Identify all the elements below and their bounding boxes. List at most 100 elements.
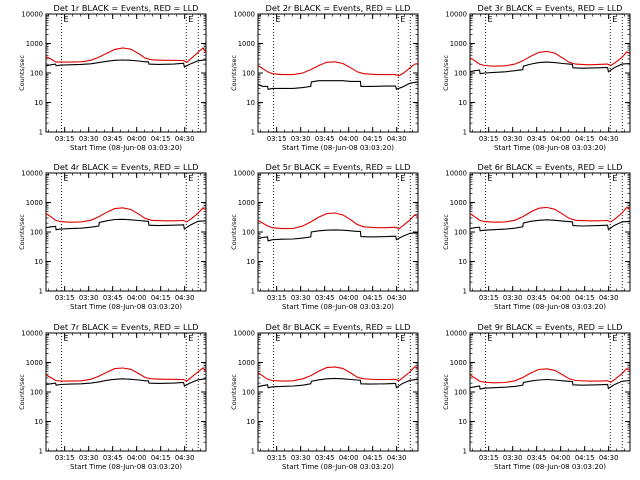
time-marker-label: E	[275, 174, 280, 183]
y-tick-label: 1000	[26, 359, 43, 367]
chart-title: Det 5r BLACK = Events, RED = LLD	[266, 162, 411, 172]
y-tick-label: 10	[246, 418, 255, 426]
x-tick-label: 04:00	[339, 454, 359, 462]
x-tick-label: 04:15	[151, 294, 171, 302]
chart-panel-9: Det 9r BLACK = Events, RED = LLD 1 10 100 10…	[442, 322, 631, 471]
x-axis-label: Start Time (08-Jun-08 03:03:20)	[282, 144, 394, 152]
time-marker-label: E	[612, 174, 617, 183]
x-tick-label: 03:45	[103, 135, 123, 143]
x-tick-label: 03:30	[291, 294, 311, 302]
x-tick-label: 04:30	[599, 294, 619, 302]
y-axis-label: Counts/sec	[18, 214, 26, 250]
plot-frame	[469, 13, 631, 133]
events-series-line	[469, 61, 631, 75]
x-axis-label: Start Time (08-Jun-08 03:03:20)	[282, 463, 394, 471]
y-tick-label: 1	[251, 288, 255, 296]
x-tick-label: 04:15	[575, 135, 595, 143]
y-tick-label: 1	[463, 129, 467, 137]
x-tick-label: 03:45	[527, 294, 547, 302]
chart-panel-3: Det 3r BLACK = Events, RED = LLD 1 10 100 10…	[442, 3, 631, 152]
chart-title: Det 1r BLACK = Events, RED = LLD	[54, 3, 199, 13]
x-tick-label: 04:15	[575, 454, 595, 462]
y-tick-label: 1000	[238, 40, 255, 48]
lld-series-line	[257, 212, 419, 230]
y-axis-label: Counts/sec	[442, 55, 450, 91]
chart-title: Det 4r BLACK = Events, RED = LLD	[54, 162, 199, 172]
time-marker-label: E	[487, 334, 492, 343]
y-tick-label: 10000	[21, 11, 43, 19]
chart-title: Det 6r BLACK = Events, RED = LLD	[478, 162, 623, 172]
time-marker-label: E	[612, 334, 617, 343]
y-axis-label: Counts/sec	[442, 214, 450, 250]
events-series-line	[257, 229, 419, 242]
y-tick-label: 1000	[26, 40, 43, 48]
y-tick-label: 1000	[238, 359, 255, 367]
x-tick-label: 04:00	[551, 135, 571, 143]
x-tick-label: 03:30	[291, 135, 311, 143]
chart-title: Det 7r BLACK = Events, RED = LLD	[54, 322, 199, 332]
time-marker-label: E	[63, 174, 68, 183]
plot-frame	[469, 172, 631, 292]
y-tick-label: 1000	[26, 199, 43, 207]
y-tick-label: 1000	[450, 359, 467, 367]
y-tick-label: 10000	[445, 11, 467, 19]
y-tick-label: 1	[39, 448, 43, 456]
y-tick-label: 100	[454, 70, 467, 78]
time-marker-label: E	[400, 174, 405, 183]
chart-panel-8: Det 8r BLACK = Events, RED = LLD 1 10 100 10…	[230, 322, 419, 471]
y-tick-label: 10000	[21, 170, 43, 178]
time-marker-label: E	[188, 174, 193, 183]
y-tick-label: 10	[34, 258, 43, 266]
chart-panel-7: Det 7r BLACK = Events, RED = LLD 1 10 100 10…	[18, 322, 207, 471]
chart-title: Det 9r BLACK = Events, RED = LLD	[478, 322, 623, 332]
y-axis-label: Counts/sec	[442, 374, 450, 410]
x-tick-label: 04:30	[175, 135, 195, 143]
x-tick-label: 03:30	[503, 135, 523, 143]
y-tick-label: 1000	[450, 199, 467, 207]
x-axis-label: Start Time (08-Jun-08 03:03:20)	[70, 303, 182, 311]
x-tick-label: 03:30	[291, 454, 311, 462]
plot-frame	[257, 13, 419, 133]
x-tick-label: 03:45	[103, 454, 123, 462]
x-tick-label: 03:30	[503, 454, 523, 462]
chart-title: Det 3r BLACK = Events, RED = LLD	[478, 3, 623, 13]
y-tick-label: 10000	[233, 170, 255, 178]
x-tick-label: 03:15	[55, 135, 75, 143]
time-marker-label: E	[612, 15, 617, 24]
events-series-line	[257, 80, 419, 91]
time-marker-label: E	[63, 15, 68, 24]
y-tick-label: 10	[458, 418, 467, 426]
chart-panel-4: Det 4r BLACK = Events, RED = LLD 1 10 100 10…	[18, 162, 207, 311]
lld-series-line	[257, 61, 419, 77]
time-marker-label: E	[275, 334, 280, 343]
plot-frame	[45, 332, 207, 452]
y-axis-label: Counts/sec	[18, 374, 26, 410]
y-tick-label: 10000	[445, 170, 467, 178]
time-marker-label: E	[275, 15, 280, 24]
chart-panel-6: Det 6r BLACK = Events, RED = LLD 1 10 100 10…	[442, 162, 631, 311]
x-tick-label: 03:15	[479, 454, 499, 462]
time-marker-label: E	[400, 15, 405, 24]
y-tick-label: 10	[34, 99, 43, 107]
plot-frame	[257, 172, 419, 292]
y-tick-label: 1	[251, 448, 255, 456]
y-tick-label: 1	[39, 288, 43, 296]
x-tick-label: 03:15	[479, 294, 499, 302]
x-tick-label: 03:30	[79, 454, 99, 462]
x-tick-label: 03:15	[267, 294, 287, 302]
x-tick-label: 04:00	[339, 135, 359, 143]
chart-title: Det 8r BLACK = Events, RED = LLD	[266, 322, 411, 332]
lld-series-line	[45, 47, 207, 63]
y-axis-label: Counts/sec	[230, 374, 238, 410]
y-tick-label: 1	[463, 448, 467, 456]
y-axis-label: Counts/sec	[18, 55, 26, 91]
events-series-line	[257, 377, 419, 389]
x-tick-label: 04:30	[599, 454, 619, 462]
chart-panel-2: Det 2r BLACK = Events, RED = LLD 1 10 100 10…	[230, 3, 419, 152]
x-tick-label: 03:15	[267, 454, 287, 462]
x-tick-label: 03:15	[55, 454, 75, 462]
y-tick-label: 100	[242, 389, 255, 397]
x-tick-label: 04:30	[387, 454, 407, 462]
lld-series-line	[45, 207, 207, 223]
x-tick-label: 04:00	[127, 294, 147, 302]
